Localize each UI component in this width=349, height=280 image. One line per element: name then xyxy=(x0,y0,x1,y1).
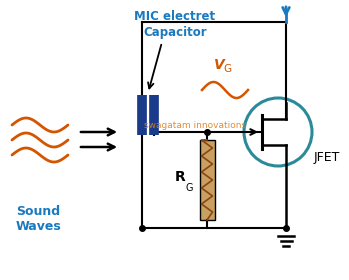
Text: Sound
Waves: Sound Waves xyxy=(15,205,61,233)
Text: swagatam innovations: swagatam innovations xyxy=(144,120,246,129)
Text: JFET: JFET xyxy=(314,151,340,164)
Text: V: V xyxy=(214,58,225,72)
Text: R: R xyxy=(174,170,185,184)
Text: G: G xyxy=(186,183,193,193)
FancyBboxPatch shape xyxy=(200,140,215,220)
Text: G: G xyxy=(223,64,231,74)
Text: MIC: MIC xyxy=(299,0,318,2)
Text: MIC electret
Capacitor: MIC electret Capacitor xyxy=(134,10,216,39)
